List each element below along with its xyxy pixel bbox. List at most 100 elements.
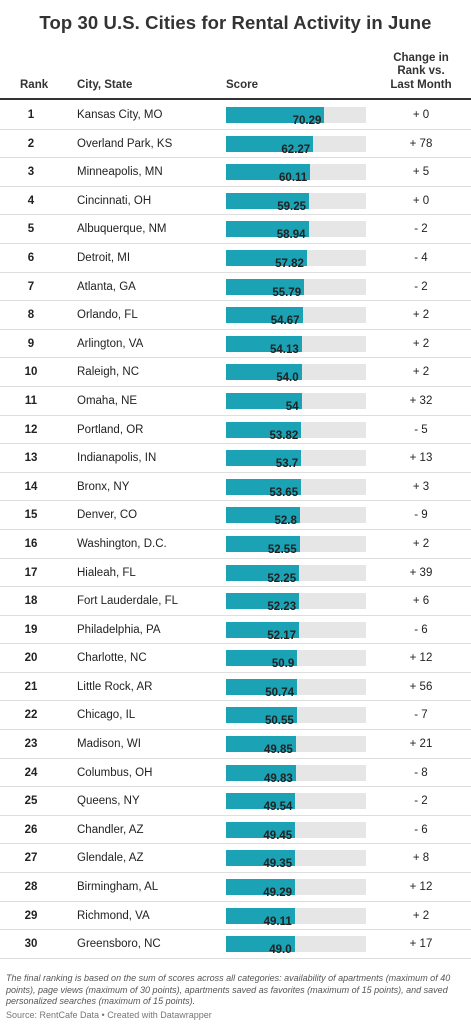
- score-bar-track: 53.65: [226, 478, 366, 499]
- rank-cell: 5: [27, 223, 35, 236]
- chart-title: Top 30 U.S. Cities for Rental Activity i…: [39, 12, 432, 33]
- rank-change-cell: + 6: [412, 595, 430, 608]
- rank-change-cell: + 2: [412, 537, 430, 550]
- score-bar-track: 54.0: [226, 364, 366, 384]
- city-cell: Glendale, AZ: [77, 852, 144, 865]
- score-bar: 49.29: [226, 879, 295, 899]
- score-bar-track: 49.45: [226, 821, 366, 842]
- score-bar-track: 54: [226, 392, 366, 413]
- score-bar: 49.45: [226, 821, 296, 842]
- rank-cell: 25: [24, 795, 38, 808]
- city-cell: Omaha, NE: [77, 394, 138, 407]
- score-label: 50.74: [265, 686, 294, 699]
- table-row: 1 Kansas City, MO 70.29 + 0: [0, 101, 471, 130]
- score-bar-track: 52.55: [226, 535, 366, 556]
- rank-cell: 30: [24, 938, 38, 951]
- score-bar: 53.82: [226, 421, 302, 442]
- score-bar: 52.25: [226, 564, 300, 585]
- city-cell: Richmond, VA: [77, 909, 150, 922]
- city-cell: Orlando, FL: [77, 309, 138, 322]
- rank-change-cell: + 2: [412, 909, 430, 922]
- table-row: 29 Richmond, VA 49.11 + 2: [0, 902, 471, 931]
- rank-change-cell: + 12: [409, 652, 433, 665]
- rank-change-cell: + 21: [409, 738, 433, 751]
- score-bar-track: 49.35: [226, 850, 366, 870]
- score-bar-track: 54.13: [226, 335, 366, 356]
- city-cell: Madison, WI: [77, 738, 141, 751]
- city-cell: Philadelphia, PA: [77, 623, 161, 636]
- score-bar-track: 70.29: [226, 107, 366, 127]
- score-label: 52.25: [267, 572, 297, 585]
- rank-cell: 23: [24, 738, 38, 751]
- score-label: 49.29: [263, 887, 292, 900]
- rank-change-cell: + 17: [409, 938, 433, 951]
- city-cell: Chicago, IL: [77, 709, 136, 722]
- table-row: 19 Philadelphia, PA 52.17 - 6: [0, 616, 471, 645]
- rank-change-cell: - 8: [414, 766, 428, 779]
- score-bar: 57.82: [226, 249, 307, 270]
- score-label: 70.29: [292, 115, 322, 127]
- rank-cell: 22: [24, 709, 38, 722]
- city-cell: Little Rock, AR: [77, 680, 153, 693]
- table-row: 24 Columbus, OH 49.83 - 8: [0, 759, 471, 788]
- rank-change-cell: + 3: [412, 480, 430, 493]
- score-bar: 49.11: [226, 907, 295, 928]
- score-bar-track: 50.74: [226, 678, 366, 699]
- score-bar-track: 57.82: [226, 249, 366, 270]
- table-row: 17 Hialeah, FL 52.25 + 39: [0, 559, 471, 588]
- city-cell: Hialeah, FL: [77, 566, 136, 579]
- score-label: 53.7: [275, 458, 299, 471]
- score-bar-track: 49.11: [226, 907, 366, 928]
- rank-cell: 18: [24, 595, 38, 608]
- table-row: 9 Arlington, VA 54.13 + 2: [0, 330, 471, 359]
- table-row: 21 Little Rock, AR 50.74 + 56: [0, 673, 471, 702]
- score-bar-track: 54.67: [226, 307, 366, 327]
- score-label: 54: [285, 400, 299, 413]
- score-label: 49.83: [264, 772, 293, 785]
- table-row: 14 Bronx, NY 53.65 + 3: [0, 473, 471, 502]
- table-row: 27 Glendale, AZ 49.35 + 8: [0, 844, 471, 874]
- rank-cell: 9: [27, 337, 35, 350]
- score-label: 54.13: [270, 343, 299, 356]
- rank-change-cell: - 2: [414, 795, 428, 808]
- score-bar: 49.35: [226, 850, 296, 870]
- rank-cell: 17: [24, 566, 38, 579]
- score-label: 52.55: [267, 543, 297, 556]
- rank-cell: 26: [24, 823, 38, 836]
- rank-change-cell: + 0: [412, 194, 430, 207]
- rank-cell: 29: [24, 909, 38, 922]
- score-bar: 50.74: [226, 678, 297, 699]
- score-label: 57.82: [275, 257, 304, 270]
- score-bar: 52.17: [226, 621, 299, 642]
- rank-change-cell: - 9: [414, 509, 428, 522]
- score-label: 52.17: [267, 629, 296, 642]
- score-bar: 49.85: [226, 736, 296, 756]
- score-bar: 52.55: [226, 535, 300, 556]
- score-bar-track: 60.11: [226, 164, 366, 184]
- score-bar-track: 53.7: [226, 450, 366, 470]
- score-bar: 49.0: [226, 936, 295, 956]
- rank-cell: 11: [24, 394, 38, 407]
- city-cell: Charlotte, NC: [77, 652, 147, 665]
- rank-change-cell: + 32: [409, 394, 433, 407]
- score-bar-track: 49.85: [226, 736, 366, 756]
- rank-change-cell: + 78: [409, 137, 433, 150]
- city-cell: Fort Lauderdale, FL: [77, 595, 179, 608]
- score-bar: 58.94: [226, 221, 309, 241]
- score-bar-track: 49.0: [226, 936, 366, 956]
- score-bar-track: 49.83: [226, 764, 366, 785]
- score-bar: 49.54: [226, 793, 296, 813]
- score-label: 55.79: [272, 286, 302, 299]
- table-row: 15 Denver, CO 52.8 - 9: [0, 501, 471, 530]
- score-label: 52.8: [274, 515, 297, 528]
- table-row: 26 Chandler, AZ 49.45 - 6: [0, 816, 471, 845]
- table-row: 30 Greensboro, NC 49.0 + 17: [0, 930, 471, 959]
- score-bar-track: 52.25: [226, 564, 366, 585]
- rank-cell: 6: [27, 251, 35, 264]
- score-bar-track: 50.9: [226, 650, 366, 670]
- city-cell: Chandler, AZ: [77, 823, 144, 836]
- city-cell: Portland, OR: [77, 423, 144, 436]
- header-rank: Rank: [20, 79, 49, 91]
- score-bar: 70.29: [226, 107, 325, 127]
- table-row: 11 Omaha, NE 54 + 32: [0, 387, 471, 416]
